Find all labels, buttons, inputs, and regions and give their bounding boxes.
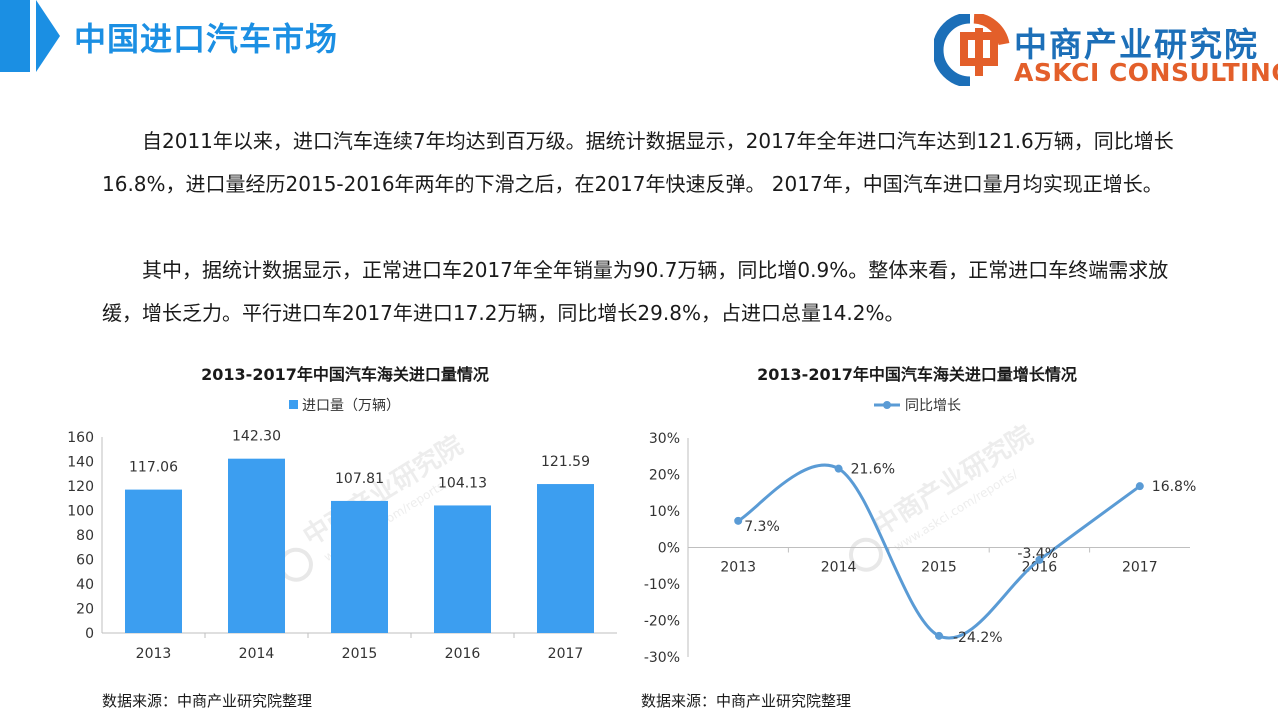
line-y-tick-label: 30%	[649, 431, 680, 447]
bar-legend-label: 进口量（万辆）	[302, 398, 400, 414]
bar-y-tick-label: 20	[76, 602, 94, 618]
line-point	[1035, 555, 1044, 564]
logo-mark-icon	[932, 12, 1010, 88]
line-chart-title: 2013-2017年中国汽车海关进口量增长情况	[757, 365, 1077, 384]
bar-x-tick-label: 2017	[548, 646, 584, 662]
line-data-label: 21.6%	[851, 462, 895, 478]
bar-chart-title: 2013-2017年中国汽车海关进口量情况	[201, 365, 489, 384]
company-logo: 中商产业研究院 ASKCI CONSULTING	[932, 12, 1278, 88]
bar	[125, 489, 182, 633]
bar	[331, 500, 388, 633]
bar-data-label: 117.06	[129, 460, 178, 476]
page-title: 中国进口汽车市场	[74, 20, 339, 58]
line-data-label: 7.3%	[744, 519, 780, 535]
bar-data-label: 121.59	[541, 454, 590, 470]
bar-y-tick-label: 0	[85, 626, 94, 642]
line-y-tick-label: -10%	[644, 577, 680, 593]
line-point	[1135, 482, 1144, 491]
bar-x-tick-label: 2015	[342, 646, 378, 662]
line-y-tick-label: 10%	[649, 504, 680, 520]
bar-data-label: 104.13	[438, 475, 487, 491]
line-x-tick-label: 2015	[921, 560, 957, 576]
source-note-right: 数据来源：中商产业研究院整理	[641, 692, 852, 710]
source-note-left: 数据来源：中商产业研究院整理	[102, 692, 313, 710]
line-data-label: -24.2%	[953, 630, 1003, 646]
line-x-tick-label: 2014	[821, 560, 857, 576]
bar-y-tick-label: 160	[67, 430, 94, 446]
bar-x-tick-label: 2013	[136, 646, 172, 662]
line-y-tick-label: -20%	[644, 614, 680, 630]
line-y-tick-label: -30%	[644, 650, 680, 666]
bar-y-tick-label: 80	[76, 528, 94, 544]
watermark-logo-icon	[848, 537, 883, 572]
bar-y-tick-label: 60	[76, 553, 94, 569]
bar-y-tick-label: 40	[76, 577, 94, 593]
logo-english-name: ASKCI CONSULTING	[1014, 58, 1278, 87]
bar-data-label: 107.81	[335, 471, 384, 487]
header-accent-bar	[0, 0, 30, 72]
line-y-tick-label: 0%	[658, 541, 680, 557]
bar	[434, 505, 491, 633]
bar-y-tick-label: 120	[67, 479, 94, 495]
bar-x-tick-label: 2014	[239, 646, 275, 662]
bar-data-label: 142.30	[232, 429, 281, 445]
line-point	[834, 464, 843, 473]
line-x-tick-label: 2013	[720, 560, 756, 576]
line-point	[935, 631, 943, 640]
bar-y-tick-label: 100	[67, 504, 94, 520]
intro-paragraph: 自2011年以来，进口汽车连续7年均达到百万级。据统计数据显示，2017年全年进…	[102, 129, 1174, 196]
line-x-tick-label: 2016	[1022, 560, 1058, 576]
bar	[228, 458, 285, 633]
bar-x-tick-label: 2016	[445, 646, 481, 662]
line-y-tick-label: 20%	[649, 468, 680, 484]
line-legend-marker	[883, 401, 891, 409]
logo-name: 中商产业研究院	[1014, 25, 1259, 64]
line-legend-label: 同比增长	[905, 398, 961, 414]
bar-legend-swatch	[289, 400, 298, 409]
line-x-tick-label: 2017	[1122, 560, 1158, 576]
line-data-label: -3.4%	[1017, 546, 1058, 562]
bar-y-tick-label: 140	[67, 455, 94, 471]
bar	[537, 484, 594, 633]
line-point	[734, 516, 743, 525]
line-data-label: 16.8%	[1152, 479, 1196, 495]
header-chevron	[36, 0, 60, 72]
detail-paragraph: 其中，据统计数据显示，正常进口车2017年全年销量为90.7万辆，同比增0.9%…	[102, 258, 1169, 325]
bar-chart: 中商产业研究院www.askci.com/reports/02040608010…	[67, 398, 617, 662]
